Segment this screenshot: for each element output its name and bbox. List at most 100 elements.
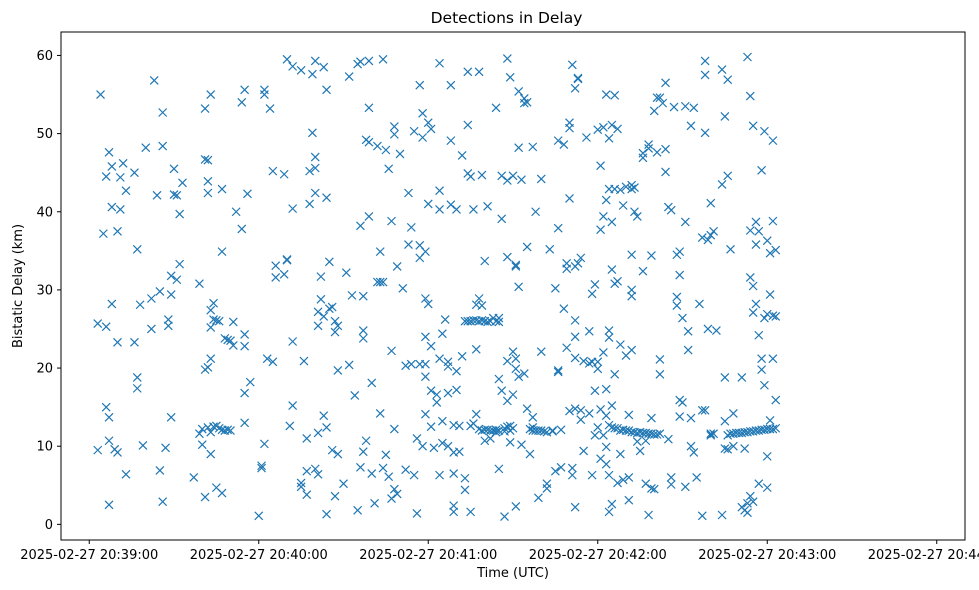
data-point-marker [768,311,778,321]
data-point-marker [593,357,603,367]
data-point-marker [361,436,371,446]
data-point-marker [435,204,444,214]
data-point-marker [477,170,487,180]
data-point-marker [302,433,312,443]
data-point-marker [364,56,374,66]
data-point-marker [347,290,357,300]
data-point-marker [570,353,580,363]
data-point-marker [426,341,436,351]
data-point-marker [209,315,218,325]
data-point-marker [525,449,535,459]
data-point-marker [206,354,216,364]
data-point-marker [209,422,218,432]
data-point-marker [672,292,682,302]
data-point-marker [310,163,320,173]
data-point-marker [166,271,176,281]
data-point-marker [175,259,185,269]
data-point-marker [618,475,628,485]
data-point-marker [113,226,122,236]
data-point-marker [717,510,727,520]
data-point-marker [593,364,603,374]
data-point-marker [604,333,614,343]
data-point-marker [313,428,323,438]
data-point-marker [279,269,289,279]
data-point-marker [375,277,385,287]
data-point-marker [364,103,374,113]
data-point-marker [550,283,560,293]
data-point-marker [511,364,521,374]
data-point-marker [257,461,266,471]
data-point-marker [502,176,512,185]
data-point-marker [570,83,580,93]
data-point-marker [675,412,685,421]
data-point-marker [613,276,622,286]
data-point-marker [765,416,775,425]
data-point-marker [104,412,114,422]
data-point-marker [449,469,459,478]
data-point-marker [310,464,320,474]
data-point-marker [567,60,577,70]
data-point-marker [378,463,388,473]
data-point-marker [395,149,405,159]
data-point-marker [364,212,374,221]
data-point-marker [601,442,611,452]
data-point-marker [305,199,315,209]
data-point-marker [211,315,221,325]
data-point-marker [118,158,128,168]
data-point-marker [502,54,512,63]
data-point-marker [661,78,670,88]
data-point-marker [632,212,642,221]
data-point-marker [491,427,501,437]
data-point-marker [463,120,473,130]
data-point-marker [240,388,250,398]
data-point-marker [302,466,312,476]
data-point-marker [584,326,594,336]
data-point-marker [565,406,574,416]
data-point-marker [703,324,713,334]
data-point-marker [446,200,456,210]
data-point-marker [757,365,767,375]
x-tick-label: 2025-02-27 20:39:00 [20,548,158,563]
data-point-marker [624,426,634,436]
data-point-marker [760,380,769,390]
data-point-marker [104,500,114,510]
data-point-marker [522,404,532,414]
data-point-marker [663,434,673,444]
data-point-marker [132,383,142,393]
data-point-marker [423,299,433,309]
data-point-marker [545,244,555,254]
data-point-marker [282,255,292,265]
data-point-marker [579,446,589,456]
data-point-marker [514,86,524,96]
data-point-marker [296,478,306,488]
data-point-marker [429,443,439,453]
data-point-marker [209,298,218,308]
data-point-marker [494,317,504,327]
data-point-marker [672,301,682,310]
data-point-marker [322,509,331,519]
data-point-marker [141,143,151,153]
data-point-marker [570,315,580,325]
data-point-marker [310,152,320,162]
data-point-marker [288,61,298,71]
data-point-marker [726,244,735,254]
data-point-marker [452,366,461,376]
data-point-marker [655,429,665,439]
data-point-marker [257,463,266,473]
data-point-marker [514,143,524,153]
data-point-marker [615,340,625,350]
data-point-marker [748,281,758,291]
data-point-marker [240,418,250,428]
data-point-marker [517,175,526,185]
data-point-marker [700,56,710,66]
data-point-marker [203,155,213,165]
data-point-marker [542,479,552,489]
data-point-marker [539,426,549,436]
data-point-marker [113,337,122,347]
data-point-marker [169,190,179,199]
data-point-marker [435,470,444,480]
data-point-marker [630,207,639,217]
data-point-marker [570,502,580,512]
data-point-marker [632,437,642,446]
data-point-marker [615,449,625,459]
